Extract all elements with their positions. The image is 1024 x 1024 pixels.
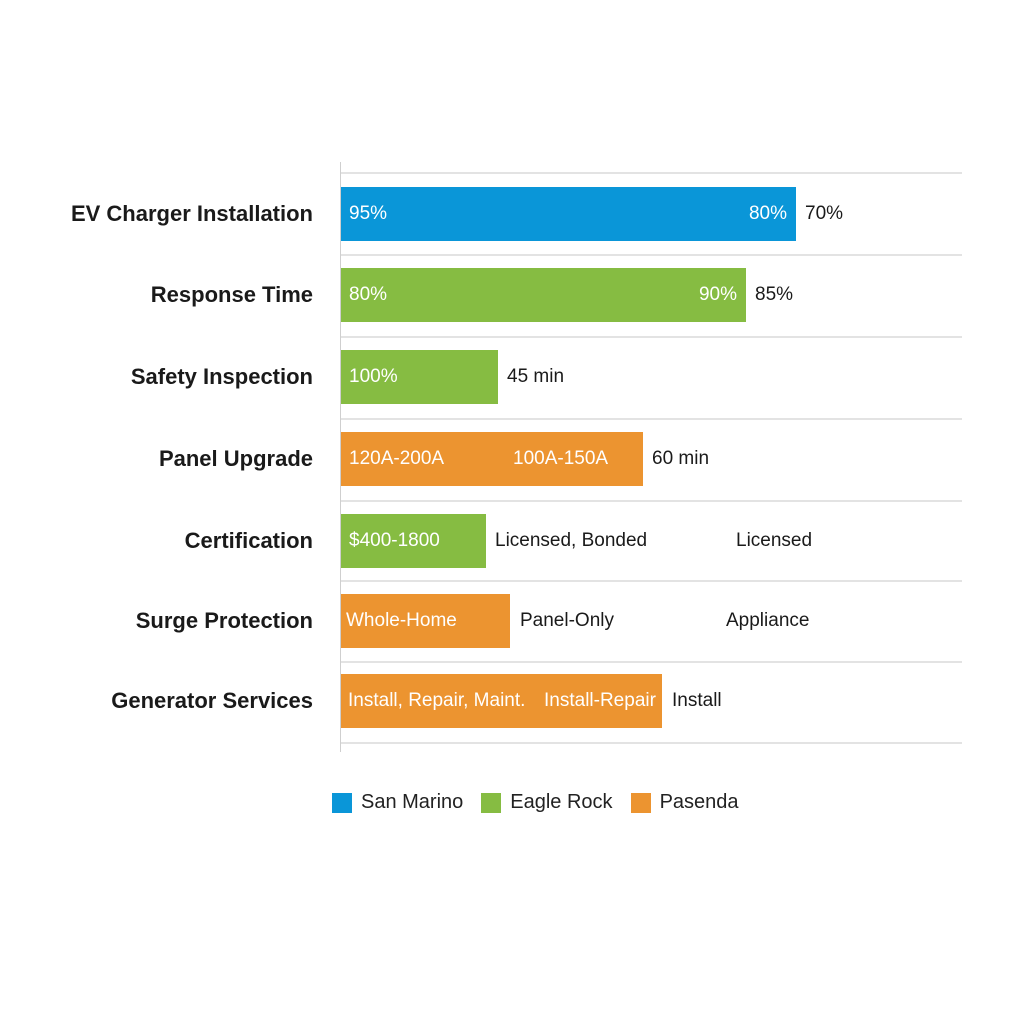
bar — [341, 432, 643, 486]
gridline — [341, 254, 962, 256]
bar — [341, 674, 662, 728]
bar — [341, 514, 486, 568]
bar-inside-label: 120A-200A — [349, 448, 445, 469]
bar — [341, 350, 498, 404]
legend-swatch — [481, 792, 502, 813]
legend-label: Eagle Rock — [510, 791, 613, 813]
bar-inside-label: 80% — [349, 284, 388, 305]
bar-outside-label: 45 min — [507, 366, 565, 387]
category-label: Certification — [184, 528, 313, 553]
bar-outside-label: 60 min — [652, 448, 710, 469]
legend-label: Pasenda — [659, 791, 739, 813]
category-label: Panel Upgrade — [158, 446, 313, 471]
bar — [341, 187, 796, 241]
legend-item-san-marino: San Marino — [332, 791, 463, 814]
legend-item-pasenda: Pasenda — [630, 791, 739, 814]
bar-outside-label: 70% — [805, 203, 844, 224]
bar-outside-label: Licensed — [736, 530, 813, 551]
legend-swatch — [630, 792, 651, 813]
bar-inside-label: 90% — [698, 284, 737, 305]
bar-outside-label: Panel-Only — [520, 610, 614, 631]
bar-inside-label: 80% — [748, 203, 787, 224]
gridline — [341, 172, 962, 174]
gridline — [341, 500, 962, 502]
bar-outside-label: Install — [672, 690, 722, 711]
legend-item-eagle-rock: Eagle Rock — [481, 791, 613, 814]
bar-inside-label: Install, Repair, Maint. — [348, 690, 526, 711]
category-label: Surge Protection — [135, 608, 313, 633]
bar-outside-label: 85% — [755, 284, 794, 305]
bar-outside-label: Licensed, Bonded — [495, 530, 648, 551]
legend-label: San Marino — [361, 791, 464, 813]
bar — [341, 268, 746, 322]
category-label: Generator Services — [111, 688, 313, 713]
y-axis-line — [340, 162, 341, 752]
gridline — [341, 336, 962, 338]
gridline — [341, 742, 962, 744]
bar — [341, 594, 510, 648]
category-label: Response Time — [150, 282, 313, 307]
bar-inside-label: $400-1800 — [349, 530, 440, 551]
gridline — [341, 418, 962, 420]
bar-inside-label: Whole-Home — [346, 610, 457, 631]
legend: San Marino Eagle Rock Pasenda — [332, 791, 757, 814]
gridline — [341, 661, 962, 663]
legend-swatch — [332, 792, 352, 813]
bar-outside-label: Appliance — [726, 610, 810, 631]
category-label: EV Charger Installation — [70, 201, 313, 226]
category-label: Safety Inspection — [130, 364, 313, 389]
gridline — [341, 580, 962, 582]
bar-inside-label: Install-Repair — [544, 690, 656, 711]
bar-inside-label: 100A-150A — [513, 448, 609, 469]
bar-inside-label: 95% — [349, 203, 388, 224]
bar-inside-label: 100% — [349, 366, 398, 387]
